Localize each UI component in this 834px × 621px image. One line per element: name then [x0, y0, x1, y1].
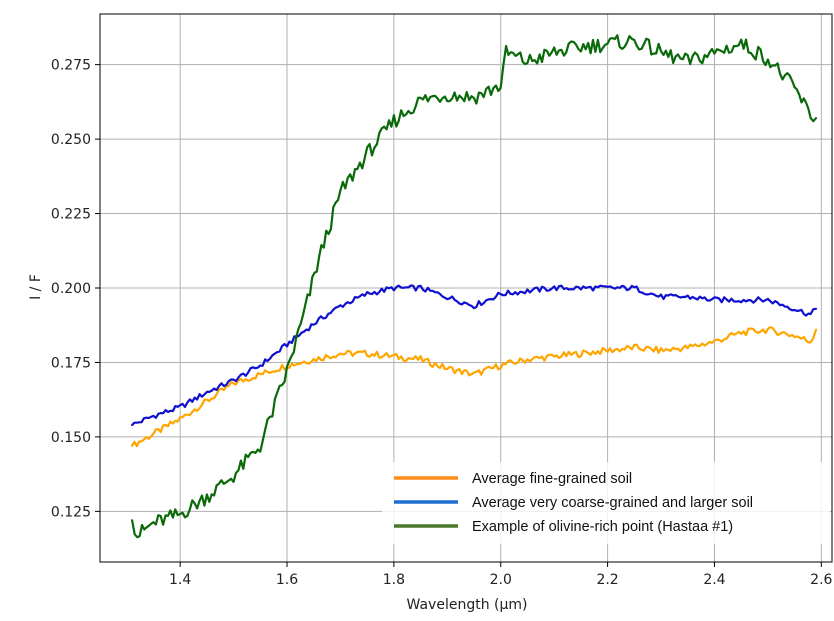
- ticks: 1.4 1.6 1.8 2.0 2.2 2.4 2.6 0.125 0.150 0.175 0.20…: [51, 58, 833, 588]
- series-line: [131, 34, 818, 539]
- legend-entry: Average fine-grained soil: [472, 471, 632, 487]
- x-tick-label: 1.8: [383, 572, 405, 588]
- y-axis-label: I / F: [28, 274, 44, 300]
- legend: Average fine-grained soil Average very co…: [382, 462, 830, 544]
- y-tick-label: 0.275: [51, 58, 91, 74]
- x-tick-label: 2.6: [810, 572, 832, 588]
- x-tick-label: 1.6: [276, 572, 298, 588]
- grid: [100, 14, 832, 562]
- y-tick-label: 0.225: [51, 207, 91, 223]
- y-tick-label: 0.200: [51, 281, 91, 297]
- legend-entry: Average very coarse-grained and larger s…: [472, 495, 753, 511]
- x-axis-label: Wavelength (μm): [407, 597, 528, 613]
- x-tick-label: 2.4: [703, 572, 725, 588]
- y-tick-label: 0.150: [51, 430, 91, 446]
- legend-entry: Example of olivine-rich point (Hastaa #1…: [472, 519, 733, 535]
- x-tick-label: 1.4: [169, 572, 191, 588]
- y-tick-label: 0.250: [51, 132, 91, 148]
- y-tick-label: 0.175: [51, 355, 91, 371]
- x-tick-label: 2.2: [596, 572, 618, 588]
- y-tick-label: 0.125: [51, 504, 91, 520]
- series-line: [131, 326, 818, 448]
- x-tick-label: 2.0: [490, 572, 512, 588]
- series-lines: [131, 34, 818, 539]
- series-line: [131, 284, 818, 427]
